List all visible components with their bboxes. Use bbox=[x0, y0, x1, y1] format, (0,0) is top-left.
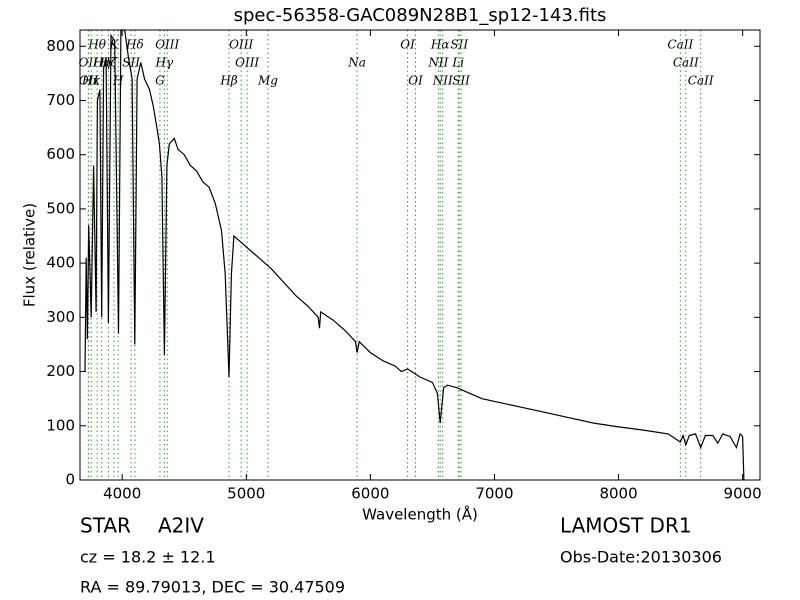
object-class: STAR bbox=[80, 514, 131, 538]
spectral-line-label: SII bbox=[452, 74, 470, 88]
spectral-line-label: Hβ bbox=[219, 74, 237, 88]
spectral-line-label: OI bbox=[408, 74, 423, 88]
spectral-line-label: SII bbox=[122, 56, 140, 70]
y-tick-label: 600 bbox=[46, 145, 75, 163]
x-axis-label: Wavelength (Å) bbox=[362, 505, 478, 524]
spectral-line-label: OI bbox=[400, 38, 415, 52]
spectral-line-label: K bbox=[109, 38, 120, 52]
chart-title: spec-56358-GAC089N28B1_sp12-143.fits bbox=[234, 5, 607, 26]
y-tick-label: 200 bbox=[46, 362, 75, 380]
spectral-line-label: Hδ bbox=[125, 38, 144, 52]
y-tick-label: 300 bbox=[46, 308, 75, 326]
y-tick-label: 100 bbox=[46, 416, 75, 434]
spectrum-line bbox=[84, 29, 745, 481]
spectral-line-label: Hγ bbox=[155, 56, 174, 70]
spectral-line-label: Hκ bbox=[81, 74, 100, 88]
x-tick-label: 5000 bbox=[227, 485, 265, 503]
spectral-line-label: Mg bbox=[257, 74, 278, 88]
redshift: cz = 18.2 ± 12.1 bbox=[80, 548, 216, 567]
spectral-line-label: Hα bbox=[430, 38, 450, 52]
coordinates: RA = 89.79013, DEC = 30.47509 bbox=[80, 578, 345, 597]
subclass: A2IV bbox=[158, 514, 204, 538]
spectral-line-label: OIII bbox=[229, 38, 253, 52]
spectral-line-label: SII bbox=[450, 38, 468, 52]
plot-frame bbox=[79, 29, 761, 481]
spectral-line-label: CaII bbox=[673, 56, 699, 70]
spectral-line-label: G bbox=[155, 74, 165, 88]
spectral-line-label: NII bbox=[427, 56, 448, 70]
spectral-line-label: Na bbox=[347, 56, 366, 70]
spectral-line-label: Hθ bbox=[87, 38, 106, 52]
y-axis-label: Flux (relative) bbox=[21, 203, 39, 307]
survey: LAMOST DR1 bbox=[560, 514, 692, 538]
y-tick-label: 500 bbox=[46, 199, 75, 217]
y-tick-label: 700 bbox=[46, 91, 75, 109]
x-tick-label: 8000 bbox=[599, 485, 637, 503]
x-tick-label: 9000 bbox=[724, 485, 762, 503]
spectral-line-label: OIII bbox=[155, 38, 179, 52]
spectral-line-label: OIII bbox=[235, 56, 259, 70]
x-tick-label: 4000 bbox=[103, 485, 141, 503]
spectral-line-label: Li bbox=[451, 56, 464, 70]
spectral-line-label: NII bbox=[432, 74, 453, 88]
spectral-line-label: H bbox=[112, 74, 124, 88]
obs-date: Obs-Date:20130306 bbox=[560, 548, 722, 567]
spectral-line-label: CaII bbox=[667, 38, 693, 52]
x-tick-label: 6000 bbox=[351, 485, 389, 503]
spectral-line-label: CaII bbox=[688, 74, 714, 88]
y-tick-label: 800 bbox=[46, 37, 75, 55]
y-tick-label: 0 bbox=[65, 471, 75, 489]
x-tick-label: 7000 bbox=[475, 485, 513, 503]
y-tick-label: 400 bbox=[46, 254, 75, 272]
spectral-line-label: OII bbox=[79, 74, 99, 88]
